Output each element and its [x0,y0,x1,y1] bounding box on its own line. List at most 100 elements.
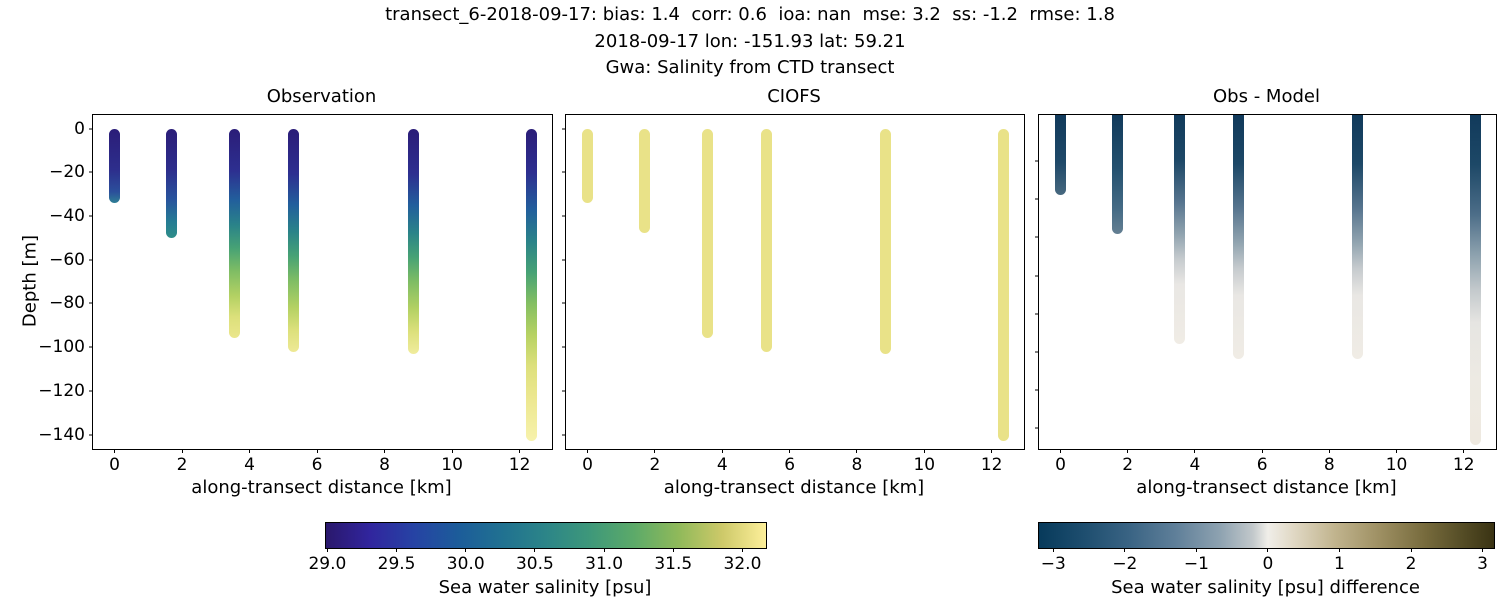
colorbar-tick-label: −3 [1040,554,1066,574]
y-tick-label: −60 [49,249,85,270]
y-tick-mark [89,390,93,392]
colorbar-tick-mark [1482,548,1484,552]
profile-bar [166,128,178,238]
colorbar-tick-mark [672,548,674,552]
profile-bar [109,128,121,203]
figure-suptitle-stats: transect_6-2018-09-17: bias: 1.4 corr: 0… [385,4,1115,25]
y-tick-label: −80 [49,293,85,314]
colorbar-tick-mark [396,548,398,552]
colorbar-tick-mark [1267,548,1269,552]
y-tick-mark [562,434,566,436]
colorbar-tick-label: 2 [1405,554,1417,574]
y-tick-label: 0 [74,118,85,139]
x-tick-mark [316,449,318,453]
y-tick-mark [1035,427,1039,429]
colorbar-tick-mark [1410,548,1412,552]
y-tick-mark [1035,351,1039,353]
y-tick-mark [562,128,566,130]
y-tick-mark [562,215,566,217]
x-tick-mark [249,449,251,453]
x-tick-mark [181,449,183,453]
x-tick-label: 12 [508,455,531,475]
colorbar-tick-label: 30.5 [515,554,554,574]
profile-bar [1112,115,1124,234]
x-tick-label: 12 [1452,455,1475,475]
colorbar-tick-label: −2 [1112,554,1138,574]
x-axis-label-obs-minus-model: along-transect distance [km] [1136,477,1397,498]
x-tick-mark [1127,449,1129,453]
colorbar-tick-mark [534,548,536,552]
y-tick-label: −100 [38,337,85,358]
colorbar-salinity: 29.0 29.5 30.0 30.5 31.0 31.5 32.0 [308,522,767,574]
y-tick-mark [89,434,93,436]
y-tick-mark [89,128,93,130]
y-tick-mark [562,390,566,392]
y-tick-mark [1035,313,1039,315]
profile-bar [1470,115,1481,446]
profile-bar [997,128,1009,442]
panel-title-ciofs: CIOFS [767,86,821,107]
profile-bar [1174,115,1186,345]
colorbar-tick-label: 29.5 [377,554,416,574]
x-tick-mark [1463,449,1465,453]
y-tick-mark [1035,198,1039,200]
profile-bar [287,128,299,352]
x-tick-label: 12 [980,455,1003,475]
profile-bar [582,128,594,203]
x-tick-mark [1194,449,1196,453]
colorbar-label-salinity: Sea water salinity [psu] [438,577,652,598]
profile-bar [407,128,419,354]
x-tick-label: 2 [176,455,188,475]
y-tick-mark [1035,389,1039,391]
colorbar-tick-mark [1052,548,1054,552]
x-tick-label: 4 [716,455,728,475]
y-tick-mark [1035,160,1039,162]
y-tick-mark [562,259,566,261]
x-tick-label: 6 [311,455,323,475]
colorbar-tick-mark [465,548,467,552]
axes-observation: 0 2 4 6 8 10 12 0 −20 −40 −60 −80 −100 −120 −140 [38,114,553,475]
x-tick-label: 2 [649,455,661,475]
x-tick-label: 4 [1189,455,1201,475]
colorbar-tick-label: 31.0 [585,554,624,574]
x-tick-label: 8 [1323,455,1335,475]
x-tick-mark [856,449,858,453]
y-tick-label: −120 [38,380,85,401]
profile-bar [525,128,537,442]
y-tick-mark [562,171,566,173]
x-tick-label: 8 [851,455,863,475]
profile-bar [639,128,651,234]
y-tick-label: −40 [49,205,85,226]
y-tick-mark [1035,236,1039,238]
colorbar-tick-mark [1124,548,1126,552]
x-tick-mark [721,449,723,453]
colorbar-tick-label: 0 [1262,554,1274,574]
axes-obs-minus-model: 0 2 4 6 8 10 12 [1035,114,1497,475]
figure-suptitle-date-position: 2018-09-17 lon: -151.93 lat: 59.21 [594,31,906,52]
x-axis-label-ciofs: along-transect distance [km] [663,477,925,498]
y-axis-label-depth: Depth [m] [19,234,41,328]
y-tick-label: −20 [49,162,85,183]
y-tick-mark [89,215,93,217]
colorbar-label-salinity-difference: Sea water salinity [psu] difference [1111,577,1420,598]
x-tick-label: 2 [1122,455,1134,475]
colorbar-tick-label: 3 [1477,554,1488,574]
x-tick-mark [587,449,589,453]
colorbar-tick-mark [741,548,743,552]
axes-ciofs: 0 2 4 6 8 10 12 [562,114,1025,475]
x-tick-label: 10 [1385,455,1408,475]
y-tick-mark [562,346,566,348]
panel-title-observation: Observation [266,86,377,107]
colorbar-tick-label: 1 [1334,554,1345,574]
y-tick-mark [89,346,93,348]
x-tick-mark [1328,449,1330,453]
y-tick-mark [1035,275,1039,276]
x-tick-label: 6 [1256,455,1268,475]
x-tick-mark [991,449,993,453]
profile-bar [1055,115,1066,196]
profile-bar [1352,115,1364,360]
x-tick-mark [519,449,521,453]
profile-bar [228,128,240,339]
x-tick-label: 6 [784,455,796,475]
x-axis-label-observation: along-transect distance [km] [191,477,452,498]
